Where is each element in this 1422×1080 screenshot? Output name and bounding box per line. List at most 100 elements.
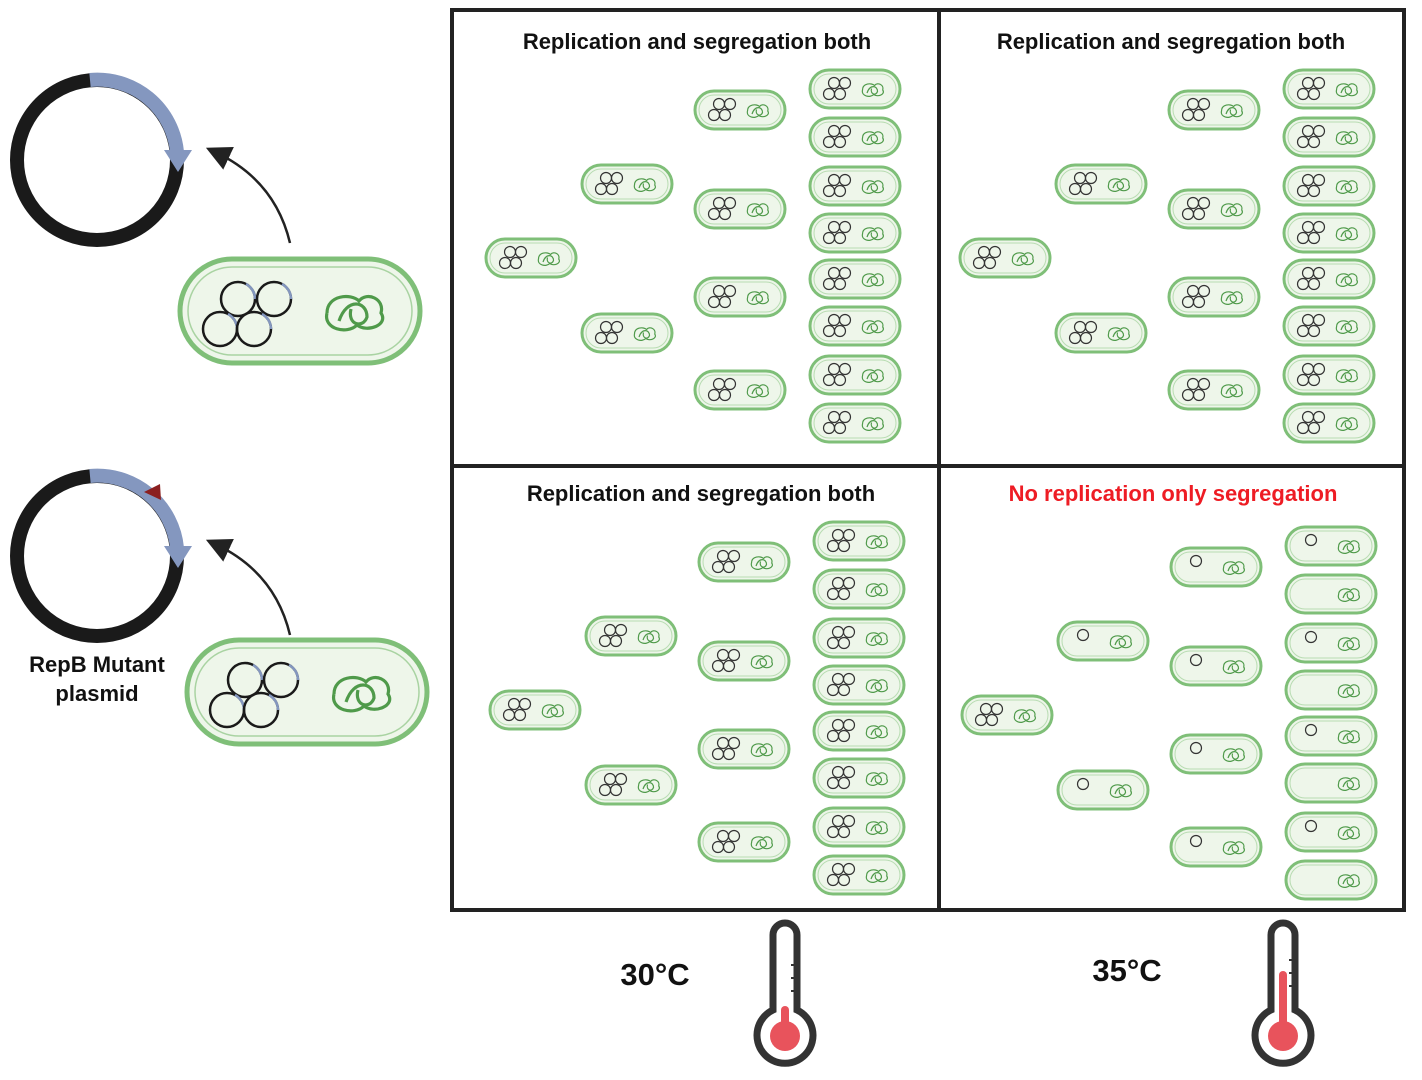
bacterium-icon	[693, 369, 787, 411]
bacterium-icon	[1169, 645, 1263, 687]
plasmid-icon	[1192, 108, 1206, 122]
bacterium-icon	[812, 854, 906, 896]
bacterium-icon	[1284, 573, 1378, 615]
bacterium-icon	[808, 305, 902, 347]
plasmid-icon	[1192, 388, 1206, 402]
bacterium-icon	[488, 689, 582, 731]
bacterium-icon	[1284, 762, 1378, 804]
plasmid-icon	[990, 702, 1004, 716]
plasmid-icon	[1076, 628, 1090, 642]
plasmid-icon	[838, 266, 852, 280]
plasmid-icon	[1307, 421, 1321, 435]
bacterium-icon	[697, 640, 791, 682]
plasmid-icon	[614, 623, 628, 637]
bacterium-icon	[1282, 258, 1376, 300]
plasmid-icon	[842, 625, 856, 639]
plasmid-icon	[614, 772, 628, 786]
plasmid-icon	[509, 256, 523, 270]
plasmid-icon	[605, 331, 619, 345]
plasmid-icon	[718, 108, 732, 122]
plasmid-icon	[837, 636, 851, 650]
plasmid-icon	[842, 862, 856, 876]
plasmid-icon	[610, 171, 624, 185]
bacterium-icon	[808, 212, 902, 254]
bacterium-icon	[1056, 769, 1150, 811]
bacterium-icon	[1284, 669, 1378, 711]
plasmid-icon	[518, 697, 532, 711]
plasmid-icon	[837, 873, 851, 887]
plasmid-icon	[718, 207, 732, 221]
plasmid-icon	[838, 76, 852, 90]
plasmid-icon	[842, 528, 856, 542]
plasmid-icon	[988, 245, 1002, 259]
bacterium-icon	[1167, 276, 1261, 318]
bacterium-icon	[812, 806, 906, 848]
plasmid-icon	[1312, 173, 1326, 187]
bacterium-icon	[584, 764, 678, 806]
plasmid-icon	[833, 324, 847, 338]
bacterium-icon	[1167, 89, 1261, 131]
bacterium-icon	[1284, 525, 1378, 567]
plasmid-icon	[1307, 373, 1321, 387]
arrow-icon	[205, 147, 292, 244]
plasmid-icon	[842, 672, 856, 686]
plasmid-icon	[1307, 87, 1321, 101]
plasmid-icon	[837, 825, 851, 839]
plasmid-icon	[1189, 834, 1203, 848]
plasmid-icon	[833, 184, 847, 198]
plasmid-icon	[1312, 266, 1326, 280]
plasmid-icon	[833, 135, 847, 149]
plasmid-icon	[514, 245, 528, 259]
plasmid-icon	[1304, 630, 1318, 644]
plasmid-icon	[718, 388, 732, 402]
plasmid-icon	[1307, 324, 1321, 338]
plasmid-icon	[838, 313, 852, 327]
plasmid-icon	[727, 736, 741, 750]
bacterium-icon	[808, 165, 902, 207]
bacterium-icon	[184, 637, 430, 747]
plasmid-icon	[1307, 184, 1321, 198]
bacterium-icon	[580, 312, 674, 354]
bacterium-icon	[1282, 212, 1376, 254]
plasmid-icon	[1079, 182, 1093, 196]
bacterium-icon	[812, 664, 906, 706]
bacterium-icon	[697, 728, 791, 770]
bacterium-icon	[1169, 826, 1263, 868]
bacterium-icon	[812, 568, 906, 610]
plasmid-icon	[842, 576, 856, 590]
plasmid-icon	[1189, 653, 1203, 667]
bacterium-icon	[812, 710, 906, 752]
arrow-icon	[205, 539, 292, 636]
plasmid-icon	[727, 648, 741, 662]
plasmid-icon	[1312, 313, 1326, 327]
plasmid-icon	[842, 765, 856, 779]
bacterium-icon	[484, 237, 578, 279]
plasmid-icon	[1304, 723, 1318, 737]
bacterium-icon	[1282, 354, 1376, 396]
plasmid-icon	[10, 72, 192, 247]
plasmid-icon	[838, 173, 852, 187]
plasmid-icon	[605, 182, 619, 196]
plasmid-icon	[722, 747, 736, 761]
bacterium-icon	[1054, 163, 1148, 205]
plasmid-icon	[723, 196, 737, 210]
plasmid-icon	[1197, 97, 1211, 111]
plasmid-icon	[1307, 277, 1321, 291]
bacterium-icon	[1169, 733, 1263, 775]
bacterium-icon	[960, 694, 1054, 736]
plasmid-icon	[723, 284, 737, 298]
bacterium-icon	[812, 520, 906, 562]
thermometer-icon	[753, 919, 817, 1067]
plasmid-icon	[837, 729, 851, 743]
bacterium-icon	[1284, 715, 1378, 757]
plasmid-icon	[833, 277, 847, 291]
bacterium-icon	[584, 615, 678, 657]
bacterium-icon	[1056, 620, 1150, 662]
plasmid-icon	[837, 683, 851, 697]
plasmid-icon	[833, 373, 847, 387]
panel-title-bottom-left: Replication and segregation both	[527, 481, 875, 506]
bacterium-icon	[812, 617, 906, 659]
bacterium-icon	[693, 188, 787, 230]
plasmid-icon	[723, 97, 737, 111]
bacterium-icon	[1284, 622, 1378, 664]
